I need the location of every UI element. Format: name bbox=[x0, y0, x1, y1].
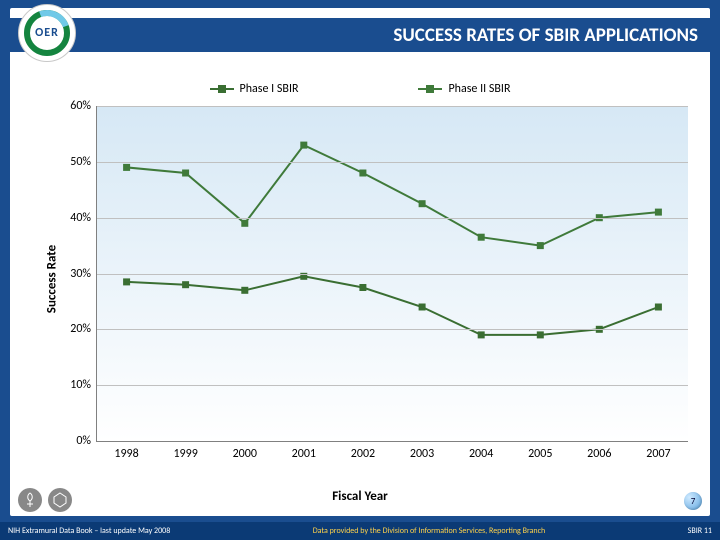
page-number-badge: 7 bbox=[684, 492, 702, 510]
legend-item-phase1: Phase I SBIR bbox=[210, 78, 299, 100]
series-marker bbox=[300, 142, 307, 149]
series-marker bbox=[123, 164, 130, 171]
y-tick-label: 0% bbox=[76, 434, 91, 448]
footer-bar: NIH Extramural Data Book – last update M… bbox=[0, 522, 720, 540]
page-title: SUCCESS RATES OF SBIR APPLICATIONS bbox=[393, 24, 698, 47]
legend-label: Phase II SBIR bbox=[448, 82, 510, 96]
x-tick-label: 1999 bbox=[173, 447, 197, 461]
y-tick-label: 40% bbox=[70, 211, 91, 225]
legend-swatch-phase2 bbox=[418, 88, 442, 90]
footer-logos bbox=[18, 488, 72, 512]
series-marker bbox=[478, 234, 485, 241]
page-number: 7 bbox=[691, 496, 696, 507]
series-line bbox=[127, 276, 659, 335]
gridline bbox=[97, 218, 688, 219]
footer-right: SBIR 11 bbox=[688, 526, 712, 536]
series-marker bbox=[182, 170, 189, 177]
series-marker bbox=[419, 200, 426, 207]
series-marker bbox=[655, 304, 662, 311]
x-tick-label: 2006 bbox=[587, 447, 611, 461]
oer-logo-text: OER bbox=[35, 26, 59, 40]
gridline bbox=[97, 274, 688, 275]
oer-logo: OER bbox=[18, 4, 76, 62]
y-axis-label: Success Rate bbox=[45, 245, 60, 313]
series-marker bbox=[537, 242, 544, 249]
oer-logo-ring: OER bbox=[24, 10, 70, 56]
x-tick-label: 2000 bbox=[233, 447, 257, 461]
x-tick-label: 2005 bbox=[528, 447, 552, 461]
series-marker bbox=[537, 331, 544, 338]
x-tick-label: 2002 bbox=[351, 447, 375, 461]
y-tick-label: 20% bbox=[70, 322, 91, 336]
series-marker bbox=[241, 287, 248, 294]
chart-legend: Phase I SBIR Phase II SBIR bbox=[22, 78, 698, 100]
hhs-logo-icon bbox=[18, 488, 42, 512]
series-line bbox=[127, 145, 659, 246]
legend-label: Phase I SBIR bbox=[240, 82, 299, 96]
legend-item-phase2: Phase II SBIR bbox=[418, 78, 510, 100]
nih-logo-icon bbox=[48, 488, 72, 512]
x-tick-label: 2004 bbox=[469, 447, 493, 461]
series-marker bbox=[123, 278, 130, 285]
series-marker bbox=[241, 220, 248, 227]
gridline bbox=[97, 385, 688, 386]
series-marker bbox=[182, 281, 189, 288]
y-tick-label: 10% bbox=[70, 378, 91, 392]
x-tick-label: 2001 bbox=[292, 447, 316, 461]
x-axis-label: Fiscal Year bbox=[332, 489, 388, 504]
x-tick-label: 2007 bbox=[646, 447, 670, 461]
legend-swatch-phase1 bbox=[210, 88, 234, 90]
series-marker bbox=[359, 170, 366, 177]
gridline bbox=[97, 106, 688, 107]
series-marker bbox=[419, 304, 426, 311]
series-marker bbox=[655, 209, 662, 216]
footer-left: NIH Extramural Data Book – last update M… bbox=[8, 526, 170, 536]
gridline bbox=[97, 162, 688, 163]
gridline bbox=[97, 329, 688, 330]
slide-root: OER SUCCESS RATES OF SBIR APPLICATIONS P… bbox=[0, 0, 720, 540]
series-marker bbox=[359, 284, 366, 291]
y-tick-label: 30% bbox=[70, 267, 91, 281]
y-tick-label: 50% bbox=[70, 155, 91, 169]
x-tick-label: 2003 bbox=[410, 447, 434, 461]
footer-mid: Data provided by the Division of Informa… bbox=[313, 526, 546, 536]
x-tick-label: 1998 bbox=[114, 447, 138, 461]
plot-area: 0%10%20%30%40%50%60%19981999200020012002… bbox=[96, 106, 688, 442]
y-tick-label: 60% bbox=[70, 99, 91, 113]
series-marker bbox=[478, 331, 485, 338]
chart-container: Phase I SBIR Phase II SBIR Success Rate … bbox=[22, 78, 698, 480]
